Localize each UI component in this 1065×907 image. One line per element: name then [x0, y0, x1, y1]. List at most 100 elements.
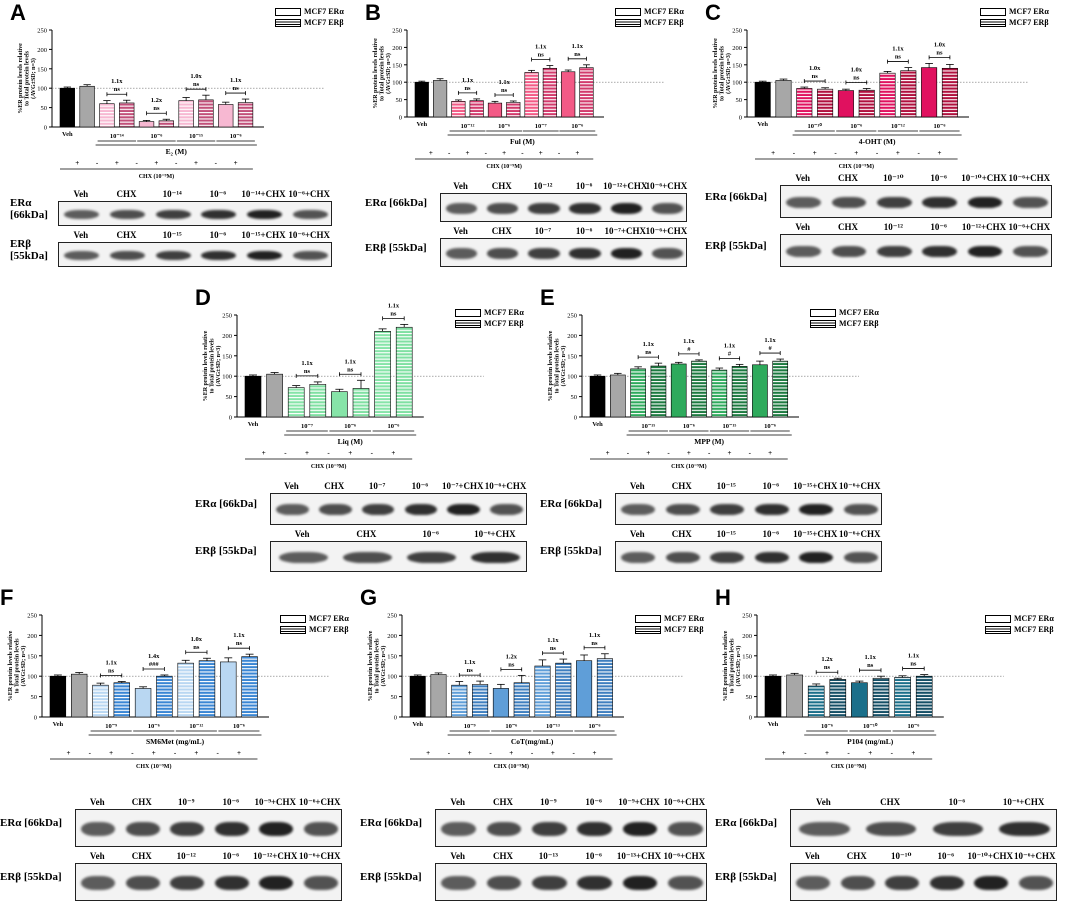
- bar-alpha: [894, 677, 911, 718]
- y-tick-label: 150: [387, 653, 397, 660]
- blot-band: [361, 504, 395, 516]
- chart-e: 0 50 100 150 200 250 %ER protein levels relati…: [548, 313, 859, 470]
- y-tick-label: 100: [387, 674, 397, 681]
- y-axis-label: %ER protein levels relative: [368, 630, 374, 701]
- y-tick-label: 150: [392, 62, 402, 69]
- significance-bracket: [678, 351, 700, 356]
- chx-sign: +: [466, 149, 470, 157]
- blot-lane-label: 10⁻⁶+CHX: [474, 528, 516, 539]
- group-label: 10⁻⁶: [821, 723, 833, 730]
- significance-bracket: [845, 80, 868, 85]
- blot-lane-label: Veh: [795, 222, 810, 232]
- group-label: 10⁻⁶: [233, 723, 245, 730]
- chx-sign: -: [327, 449, 330, 457]
- bar-beta: [542, 67, 557, 118]
- error-bar: [117, 681, 126, 683]
- legend-swatch-beta: [980, 18, 1006, 27]
- y-axis-label: (AVG±SD; n=3): [735, 646, 742, 687]
- y-axis-label: (AVG±SD; n=3): [385, 53, 392, 94]
- blot-band: [81, 822, 116, 836]
- y-tick-label: 0: [399, 115, 402, 122]
- error-bar: [434, 672, 443, 675]
- blot-strip-beta: [75, 863, 342, 901]
- blot-lane-label: CHX: [838, 222, 858, 232]
- bar-beta: [469, 100, 484, 118]
- blot-strip-beta: [58, 242, 332, 267]
- blot-band: [877, 245, 912, 258]
- group-label: 10⁻⁶: [764, 423, 776, 430]
- panel-letter-b: B: [365, 0, 381, 25]
- error-bar: [162, 118, 170, 121]
- blot-lane-label: 10⁻⁶: [585, 851, 602, 861]
- blot-label-alpha: ERα [66kDa]: [10, 196, 48, 221]
- panel-letter-a: A: [10, 0, 26, 25]
- chx-sign: -: [215, 159, 218, 167]
- blot-label-beta: ERβ [55kDa]: [715, 871, 777, 883]
- significance-label: ns: [193, 81, 200, 88]
- chx-sign: +: [429, 149, 433, 157]
- y-axis-label: (AVG±SD; n=3): [215, 346, 222, 387]
- chx-sign: -: [89, 749, 92, 757]
- y-axis-label: (AVG±SD; n=3): [725, 53, 732, 94]
- significance-bracket: [759, 351, 781, 356]
- chx-sign: +: [727, 449, 731, 457]
- chx-sign: +: [768, 449, 772, 457]
- y-axis-g: 0 50 100 150 200 250: [387, 613, 403, 722]
- blot-label-alpha: ERα [66kDa]: [365, 196, 428, 209]
- blot-band: [922, 245, 957, 258]
- blot-band: [278, 551, 328, 563]
- blot-band: [486, 876, 522, 890]
- blot-band: [710, 504, 745, 516]
- y-tick-label: 0: [749, 715, 752, 722]
- group-label: 10⁻⁶: [589, 723, 601, 730]
- y-tick-label: 200: [222, 333, 232, 340]
- significance-bracket: [803, 79, 826, 84]
- legend-label-beta: MCF7 ERβ: [309, 625, 349, 634]
- error-bar: [790, 672, 799, 675]
- chart-d: 0 50 100 150 200 250 %ER protein levels relati…: [203, 302, 484, 470]
- fold-change-label: 1.1x: [535, 43, 547, 50]
- blot-lane-label: 10⁻¹⁰: [891, 851, 912, 861]
- bar-alpha: [92, 684, 109, 718]
- blot-lane-label: 10⁻¹⁴+CHX: [241, 189, 286, 199]
- bar-veh: [754, 81, 771, 118]
- blot-lane-label: 10⁻⁶: [411, 481, 429, 491]
- blot-lane-label: 10⁻⁶+CHX: [838, 528, 881, 539]
- bar-alpha: [630, 368, 646, 418]
- blot-band: [665, 551, 700, 563]
- y-tick-label: 100: [37, 86, 47, 93]
- blot-band: [843, 504, 878, 516]
- blot-label-alpha: ERα [66kDa]: [705, 190, 768, 203]
- bar-alpha: [524, 72, 539, 118]
- bar-alpha: [561, 71, 576, 118]
- significance-label: ns: [347, 366, 354, 373]
- treatment-label: MPP (M): [694, 437, 724, 446]
- blot-lane-label: 10⁻⁶+CHX: [645, 226, 688, 236]
- group-label: 10⁻⁹: [464, 723, 476, 730]
- significance-label: ns: [390, 310, 397, 317]
- blot-band: [831, 196, 867, 209]
- bar-chx: [430, 674, 447, 718]
- blot-band: [487, 203, 519, 214]
- blot-band: [125, 822, 160, 836]
- significance-label: ns: [233, 85, 240, 92]
- group-label: 10⁻¹²: [891, 123, 905, 130]
- chx-sign: +: [825, 749, 829, 757]
- bar-beta: [158, 120, 174, 128]
- blot-strip-beta: [435, 863, 707, 901]
- y-tick-label: 50: [391, 694, 398, 701]
- blot-band: [532, 876, 567, 890]
- chart-c: 0 50 100 150 200 250 %ER protein levels relati…: [713, 28, 1029, 170]
- blot-strip-beta: [790, 863, 1057, 901]
- chx-label: CHX (10⁻⁹M): [494, 763, 529, 770]
- error-bar: [833, 677, 842, 680]
- blot-band: [201, 251, 237, 260]
- significance-label: ns: [236, 640, 243, 647]
- bar-alpha: [138, 121, 155, 128]
- treatment-label: 4-OHT (M): [859, 137, 896, 146]
- blot-band: [786, 245, 821, 258]
- legend-label-alpha: MCF7 ERα: [644, 7, 684, 16]
- bar-alpha: [711, 369, 728, 418]
- significance-bracket: [887, 59, 909, 64]
- blot-band: [292, 210, 328, 219]
